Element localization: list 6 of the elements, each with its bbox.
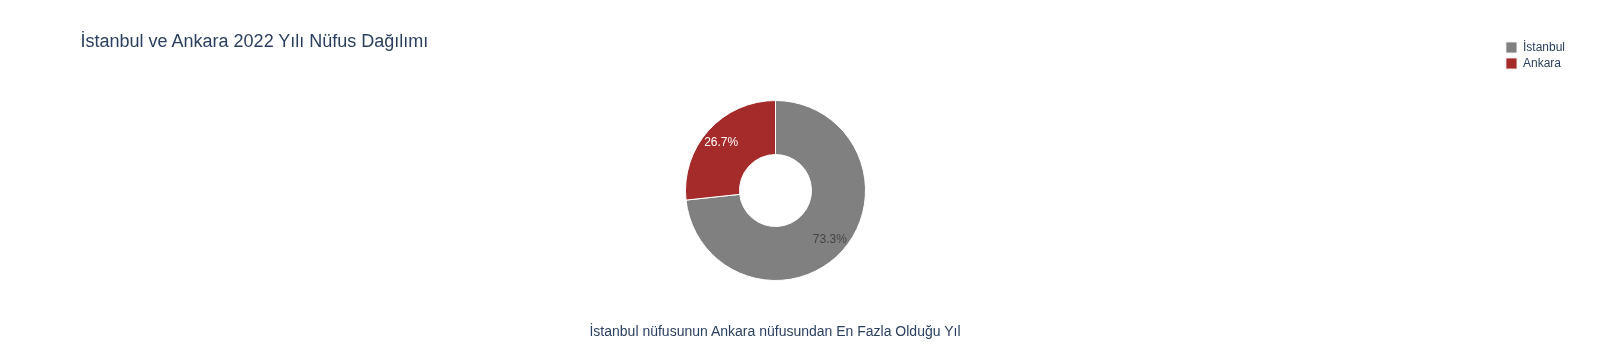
data-label: 73.3%	[812, 232, 848, 247]
legend-label: Ankara	[1522, 56, 1561, 70]
text: İstanbul ve Ankara 2022 Yılı Nüfus Dağılımı	[80, 30, 429, 51]
legend-label: İstanbul	[1522, 40, 1565, 54]
text: İstanbul nüfusunun Ankara nüfusundan En Fazla Olduğu Yıl	[589, 321, 961, 339]
data-label: 26.7%	[704, 134, 739, 149]
